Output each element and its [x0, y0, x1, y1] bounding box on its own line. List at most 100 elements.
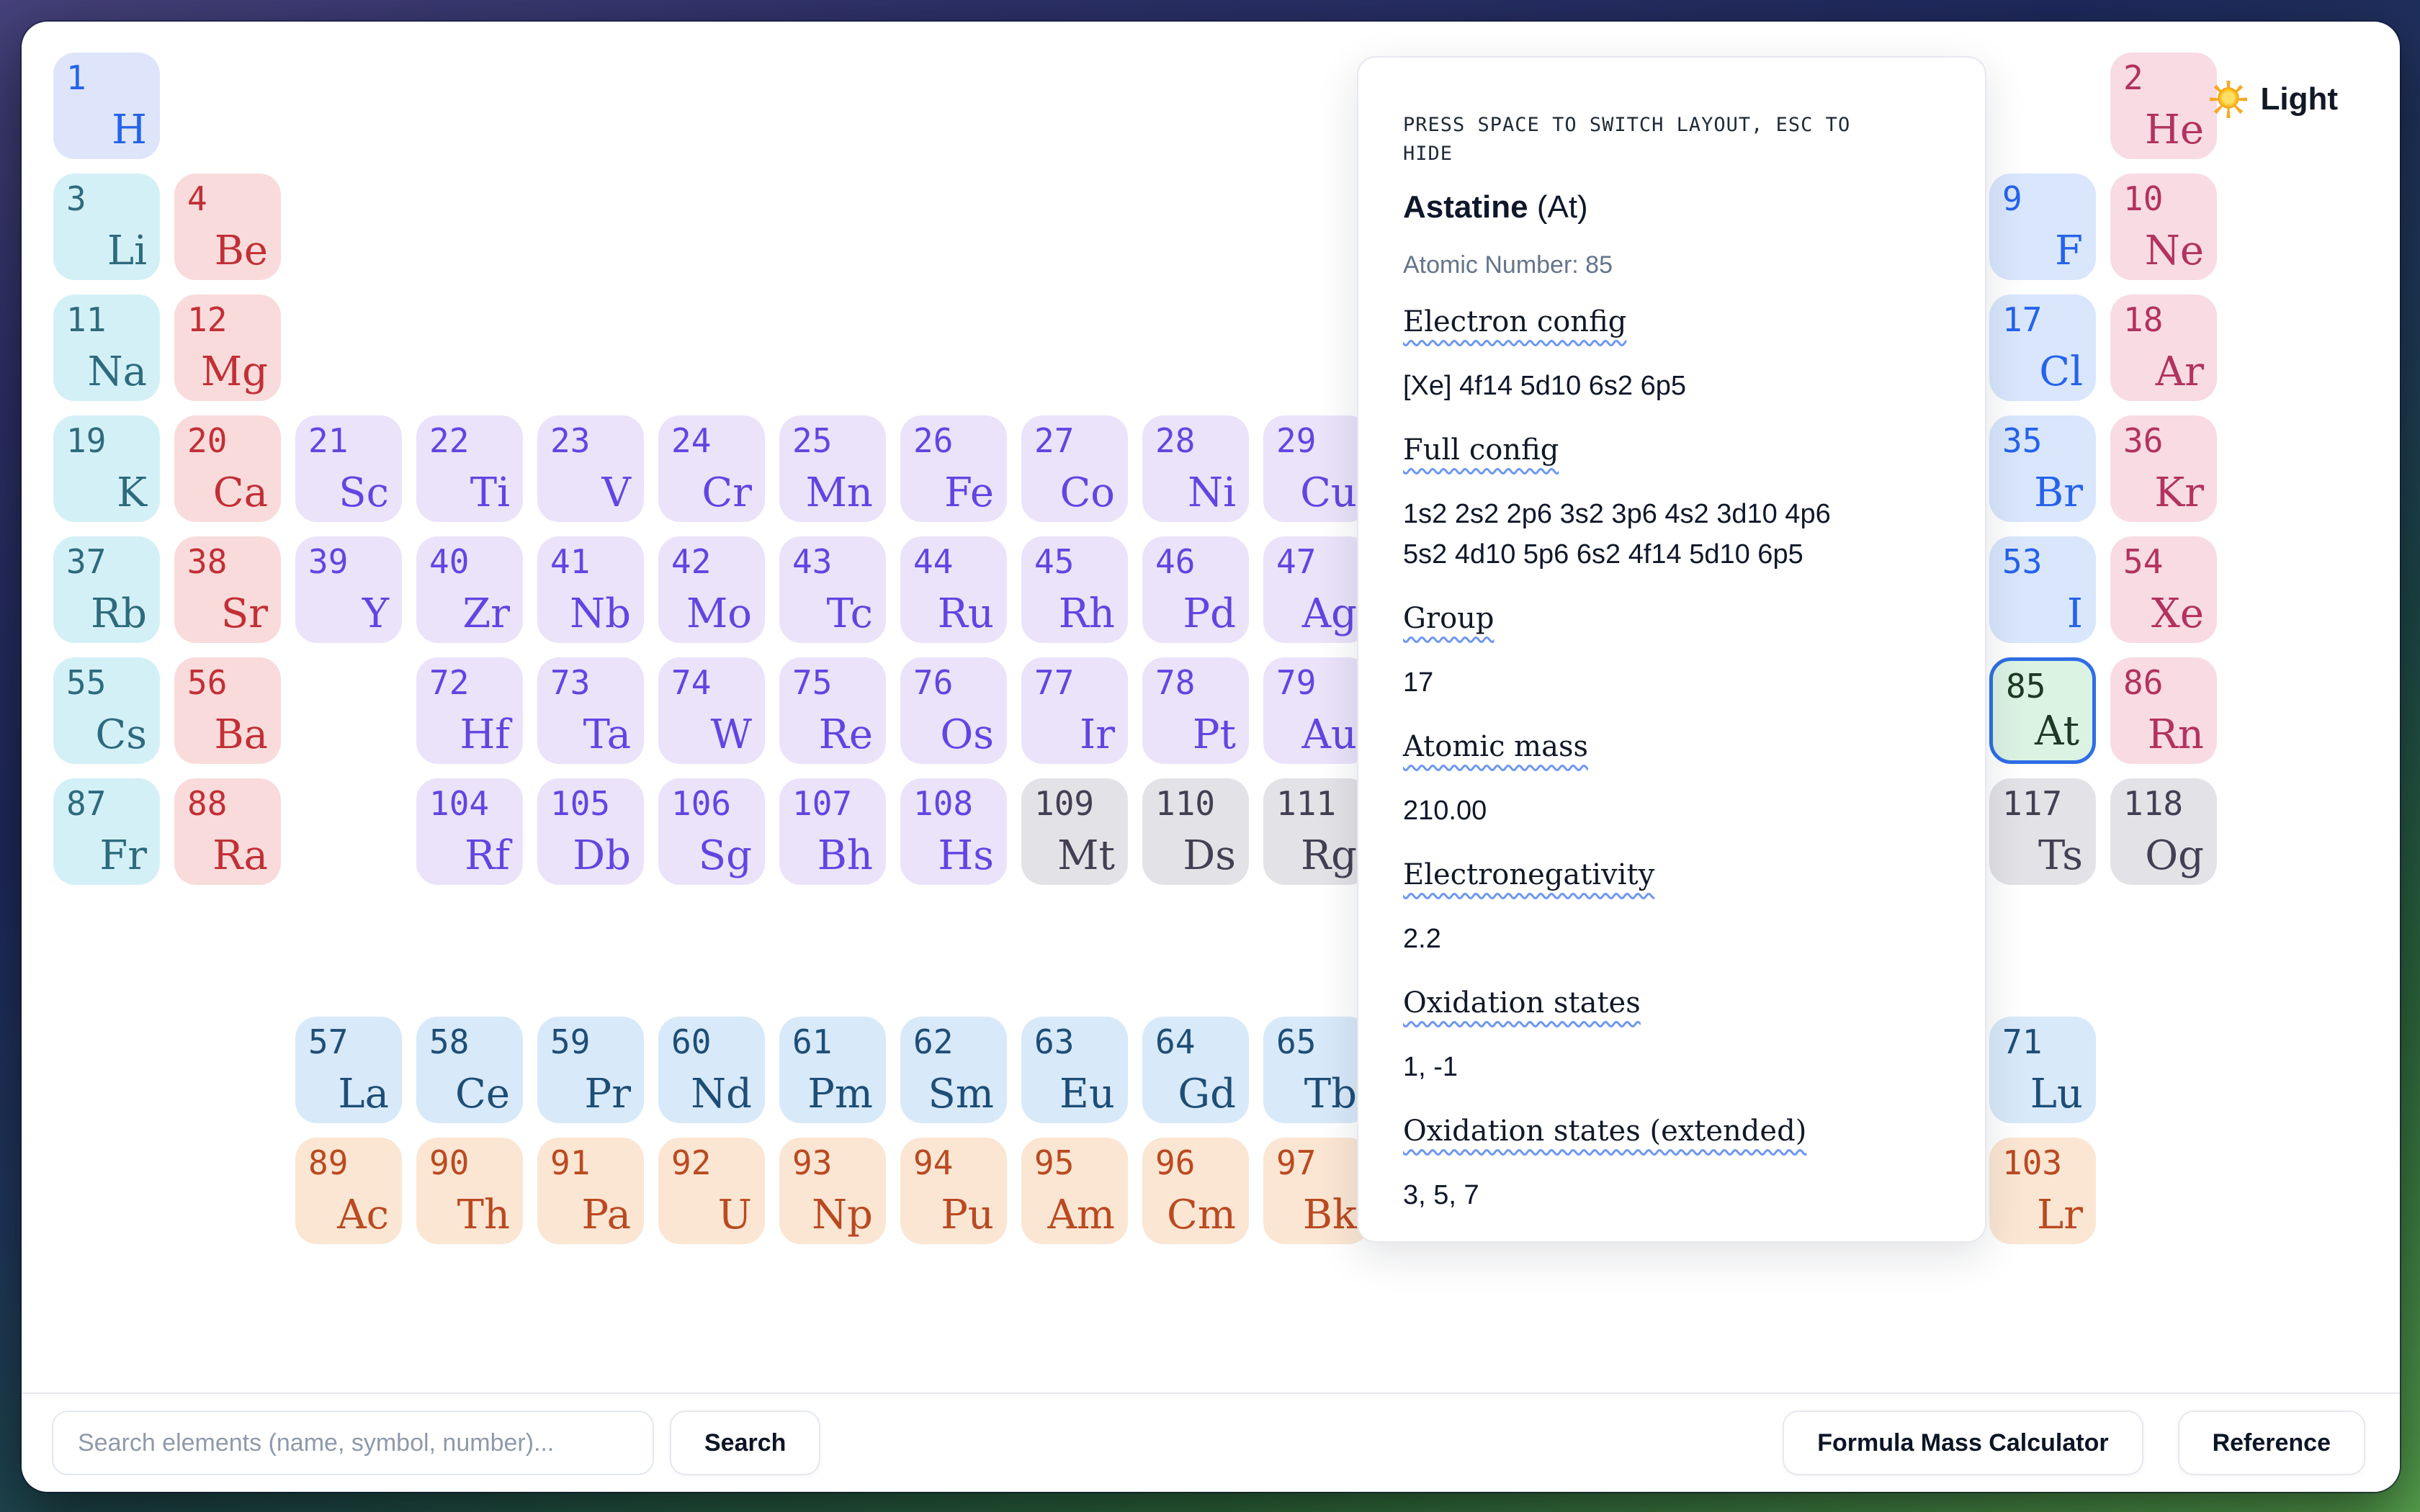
element-tile-hf[interactable]: 72 Hf — [416, 657, 523, 764]
element-tile-ce[interactable]: 58 Ce — [416, 1017, 523, 1123]
element-tile-kr[interactable]: 36 Kr — [2110, 415, 2217, 522]
element-tile-sr[interactable]: 38 Sr — [174, 536, 281, 643]
element-symbol: At — [2035, 708, 2079, 755]
element-tile-fe[interactable]: 26 Fe — [900, 415, 1007, 522]
atomic-number: 38 — [187, 542, 228, 581]
element-tile-tc[interactable]: 43 Tc — [779, 536, 886, 643]
atomic-number: 45 — [1034, 542, 1075, 581]
element-tile-pa[interactable]: 91 Pa — [537, 1138, 644, 1244]
element-tile-fr[interactable]: 87 Fr — [53, 778, 160, 885]
element-tile-co[interactable]: 27 Co — [1021, 415, 1128, 522]
element-tile-he[interactable]: 2 He — [2110, 53, 2217, 159]
element-tile-og[interactable]: 118 Og — [2110, 778, 2217, 885]
element-tile-ta[interactable]: 73 Ta — [537, 657, 644, 764]
formula-mass-calculator-button[interactable]: Formula Mass Calculator — [1783, 1410, 2143, 1475]
element-tile-ds[interactable]: 110 Ds — [1142, 778, 1249, 885]
element-tile-tb[interactable]: 65 Tb — [1263, 1017, 1370, 1123]
element-tile-mg[interactable]: 12 Mg — [174, 294, 281, 401]
element-symbol: Mo — [686, 590, 752, 637]
element-symbol: Ar — [2155, 348, 2204, 395]
element-tile-au[interactable]: 79 Au — [1263, 657, 1370, 764]
element-tile-sm[interactable]: 62 Sm — [900, 1017, 1007, 1123]
element-tile-eu[interactable]: 63 Eu — [1021, 1017, 1128, 1123]
field-value-group: 17 — [1403, 667, 1434, 698]
element-tile-pr[interactable]: 59 Pr — [537, 1017, 644, 1123]
element-tile-pd[interactable]: 46 Pd — [1142, 536, 1249, 643]
element-tile-sg[interactable]: 106 Sg — [658, 778, 765, 885]
theme-toggle-label: Light — [2260, 81, 2338, 117]
element-symbol: Li — [107, 228, 147, 274]
element-symbol: Db — [573, 832, 631, 879]
element-tile-pt[interactable]: 78 Pt — [1142, 657, 1249, 764]
element-tile-ts[interactable]: 117 Ts — [1989, 778, 2096, 885]
element-tile-be[interactable]: 4 Be — [174, 174, 281, 280]
element-tile-la[interactable]: 57 La — [295, 1017, 402, 1123]
element-tile-cl[interactable]: 17 Cl — [1989, 294, 2096, 401]
element-tile-ne[interactable]: 10 Ne — [2110, 174, 2217, 280]
element-tile-li[interactable]: 3 Li — [53, 174, 160, 280]
element-tile-ti[interactable]: 22 Ti — [416, 415, 523, 522]
element-tile-cm[interactable]: 96 Cm — [1142, 1138, 1249, 1244]
element-tile-u[interactable]: 92 U — [658, 1138, 765, 1244]
element-tile-ni[interactable]: 28 Ni — [1142, 415, 1249, 522]
element-tile-re[interactable]: 75 Re — [779, 657, 886, 764]
element-tile-bk[interactable]: 97 Bk — [1263, 1138, 1370, 1244]
element-tile-mo[interactable]: 42 Mo — [658, 536, 765, 643]
element-tile-np[interactable]: 93 Np — [779, 1138, 886, 1244]
element-tile-os[interactable]: 76 Os — [900, 657, 1007, 764]
reference-button[interactable]: Reference — [2177, 1410, 2365, 1475]
element-tile-ir[interactable]: 77 Ir — [1021, 657, 1128, 764]
element-tile-hs[interactable]: 108 Hs — [900, 778, 1007, 885]
atomic-number: 4 — [187, 179, 207, 218]
element-tile-nb[interactable]: 41 Nb — [537, 536, 644, 643]
element-tile-pu[interactable]: 94 Pu — [900, 1138, 1007, 1244]
element-tile-ac[interactable]: 89 Ac — [295, 1138, 402, 1244]
element-tile-ru[interactable]: 44 Ru — [900, 536, 1007, 643]
element-tile-ca[interactable]: 20 Ca — [174, 415, 281, 522]
element-tile-y[interactable]: 39 Y — [295, 536, 402, 643]
element-tile-br[interactable]: 35 Br — [1989, 415, 2096, 522]
element-tile-lr[interactable]: 103 Lr — [1989, 1138, 2096, 1244]
element-tile-th[interactable]: 90 Th — [416, 1138, 523, 1244]
element-tile-w[interactable]: 74 W — [658, 657, 765, 764]
element-tile-sc[interactable]: 21 Sc — [295, 415, 402, 522]
element-tile-db[interactable]: 105 Db — [537, 778, 644, 885]
element-tile-ba[interactable]: 56 Ba — [174, 657, 281, 764]
element-tile-ra[interactable]: 88 Ra — [174, 778, 281, 885]
element-tile-rb[interactable]: 37 Rb — [53, 536, 160, 643]
atomic-number: 77 — [1034, 663, 1075, 702]
element-tile-xe[interactable]: 54 Xe — [2110, 536, 2217, 643]
element-symbol: Xe — [2151, 590, 2204, 637]
element-symbol: I — [2066, 590, 2083, 637]
element-tile-zr[interactable]: 40 Zr — [416, 536, 523, 643]
element-tile-rf[interactable]: 104 Rf — [416, 778, 523, 885]
search-button[interactable]: Search — [670, 1410, 821, 1475]
element-tile-lu[interactable]: 71 Lu — [1989, 1017, 2096, 1123]
element-tile-bh[interactable]: 107 Bh — [779, 778, 886, 885]
element-tile-k[interactable]: 19 K — [53, 415, 160, 522]
search-input[interactable] — [52, 1410, 654, 1475]
element-tile-na[interactable]: 11 Na — [53, 294, 160, 401]
element-tile-at[interactable]: 85 At — [1989, 657, 2096, 764]
element-tile-mt[interactable]: 109 Mt — [1021, 778, 1128, 885]
element-tile-gd[interactable]: 64 Gd — [1142, 1017, 1249, 1123]
element-tile-cu[interactable]: 29 Cu — [1263, 415, 1370, 522]
element-tile-ar[interactable]: 18 Ar — [2110, 294, 2217, 401]
element-tile-cr[interactable]: 24 Cr — [658, 415, 765, 522]
element-tile-rh[interactable]: 45 Rh — [1021, 536, 1128, 643]
field-label-atomic-mass: Atomic mass — [1403, 730, 1589, 763]
element-tile-nd[interactable]: 60 Nd — [658, 1017, 765, 1123]
element-tile-i[interactable]: 53 I — [1989, 536, 2096, 643]
element-tile-cs[interactable]: 55 Cs — [53, 657, 160, 764]
element-tile-ag[interactable]: 47 Ag — [1263, 536, 1370, 643]
atomic-number: 39 — [308, 542, 349, 581]
element-tile-am[interactable]: 95 Am — [1021, 1138, 1128, 1244]
element-tile-mn[interactable]: 25 Mn — [779, 415, 886, 522]
element-tile-rn[interactable]: 86 Rn — [2110, 657, 2217, 764]
element-tile-rg[interactable]: 111 Rg — [1263, 778, 1370, 885]
element-tile-v[interactable]: 23 V — [537, 415, 644, 522]
theme-toggle[interactable]: Light — [2210, 81, 2338, 118]
element-tile-pm[interactable]: 61 Pm — [779, 1017, 886, 1123]
